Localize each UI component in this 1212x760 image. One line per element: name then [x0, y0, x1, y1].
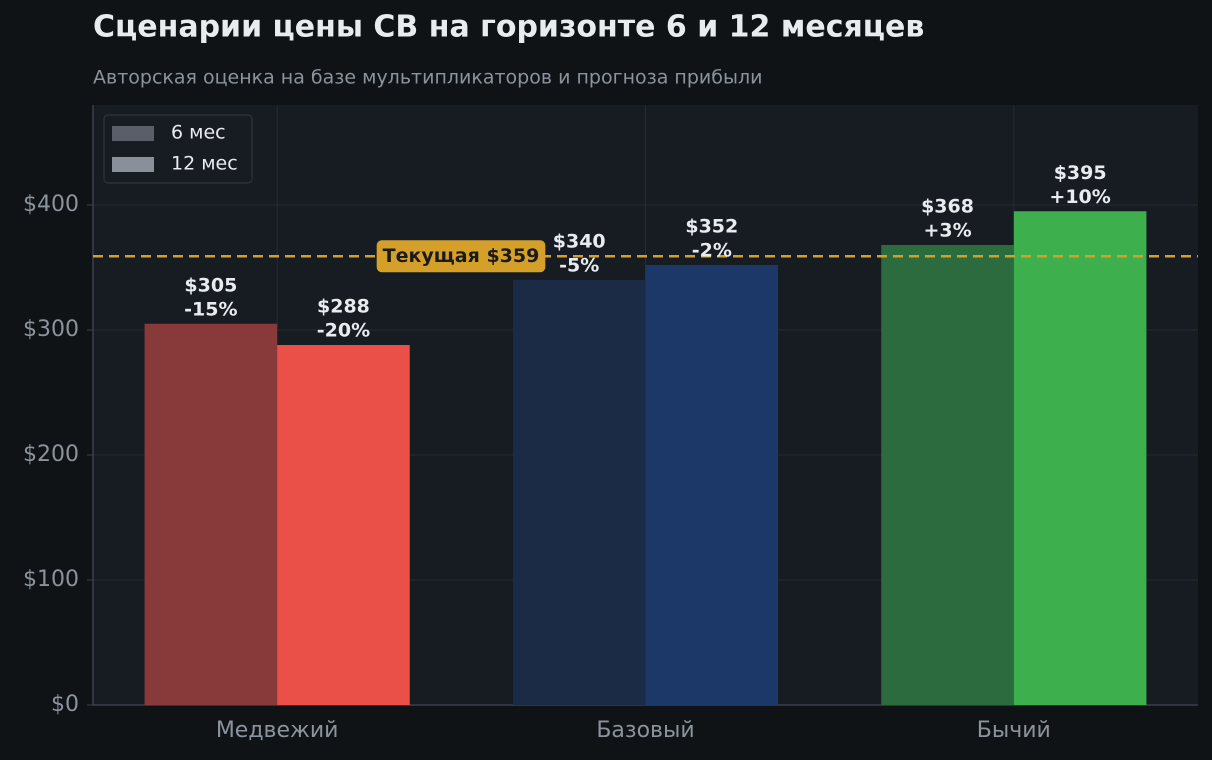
reference-label-box	[376, 240, 546, 273]
value-label: $368	[921, 196, 974, 218]
bar	[144, 323, 278, 705]
bar	[277, 345, 410, 705]
value-label: $288	[317, 296, 370, 318]
change-label: -2%	[692, 240, 732, 262]
y-tick-label: $0	[51, 692, 79, 717]
value-label: $305	[184, 274, 237, 296]
y-tick-label: $100	[23, 567, 79, 592]
change-label: +3%	[923, 220, 971, 242]
value-label: $352	[685, 216, 738, 238]
bar	[645, 265, 779, 705]
value-label: $395	[1054, 162, 1107, 184]
legend-label: 12 мес	[171, 153, 238, 175]
y-tick-label: $400	[23, 192, 79, 217]
change-label: -5%	[559, 255, 599, 277]
x-tick-label: Базовый	[596, 718, 694, 743]
change-label: -20%	[317, 320, 370, 342]
bar	[1013, 211, 1147, 705]
bar	[512, 280, 646, 705]
change-label: +10%	[1049, 186, 1110, 208]
bar	[881, 245, 1014, 705]
chart-title: Сценарии цены CB на горизонте 6 и 12 мес…	[93, 10, 924, 45]
x-tick-label: Бычий	[977, 718, 1051, 743]
y-tick-label: $300	[23, 317, 79, 342]
reference-label: Текущая $359	[383, 245, 540, 267]
legend-swatch	[112, 157, 154, 172]
legend-swatch	[112, 126, 154, 141]
y-tick-label: $200	[23, 442, 79, 467]
change-label: -15%	[184, 298, 237, 320]
legend: 6 мес 12 мес	[103, 114, 253, 184]
x-tick-label: Медвежий	[216, 718, 339, 743]
chart-subtitle: Авторская оценка на базе мультипликаторо…	[93, 67, 762, 89]
legend-label: 6 мес	[171, 122, 226, 144]
value-label: $340	[553, 231, 606, 253]
